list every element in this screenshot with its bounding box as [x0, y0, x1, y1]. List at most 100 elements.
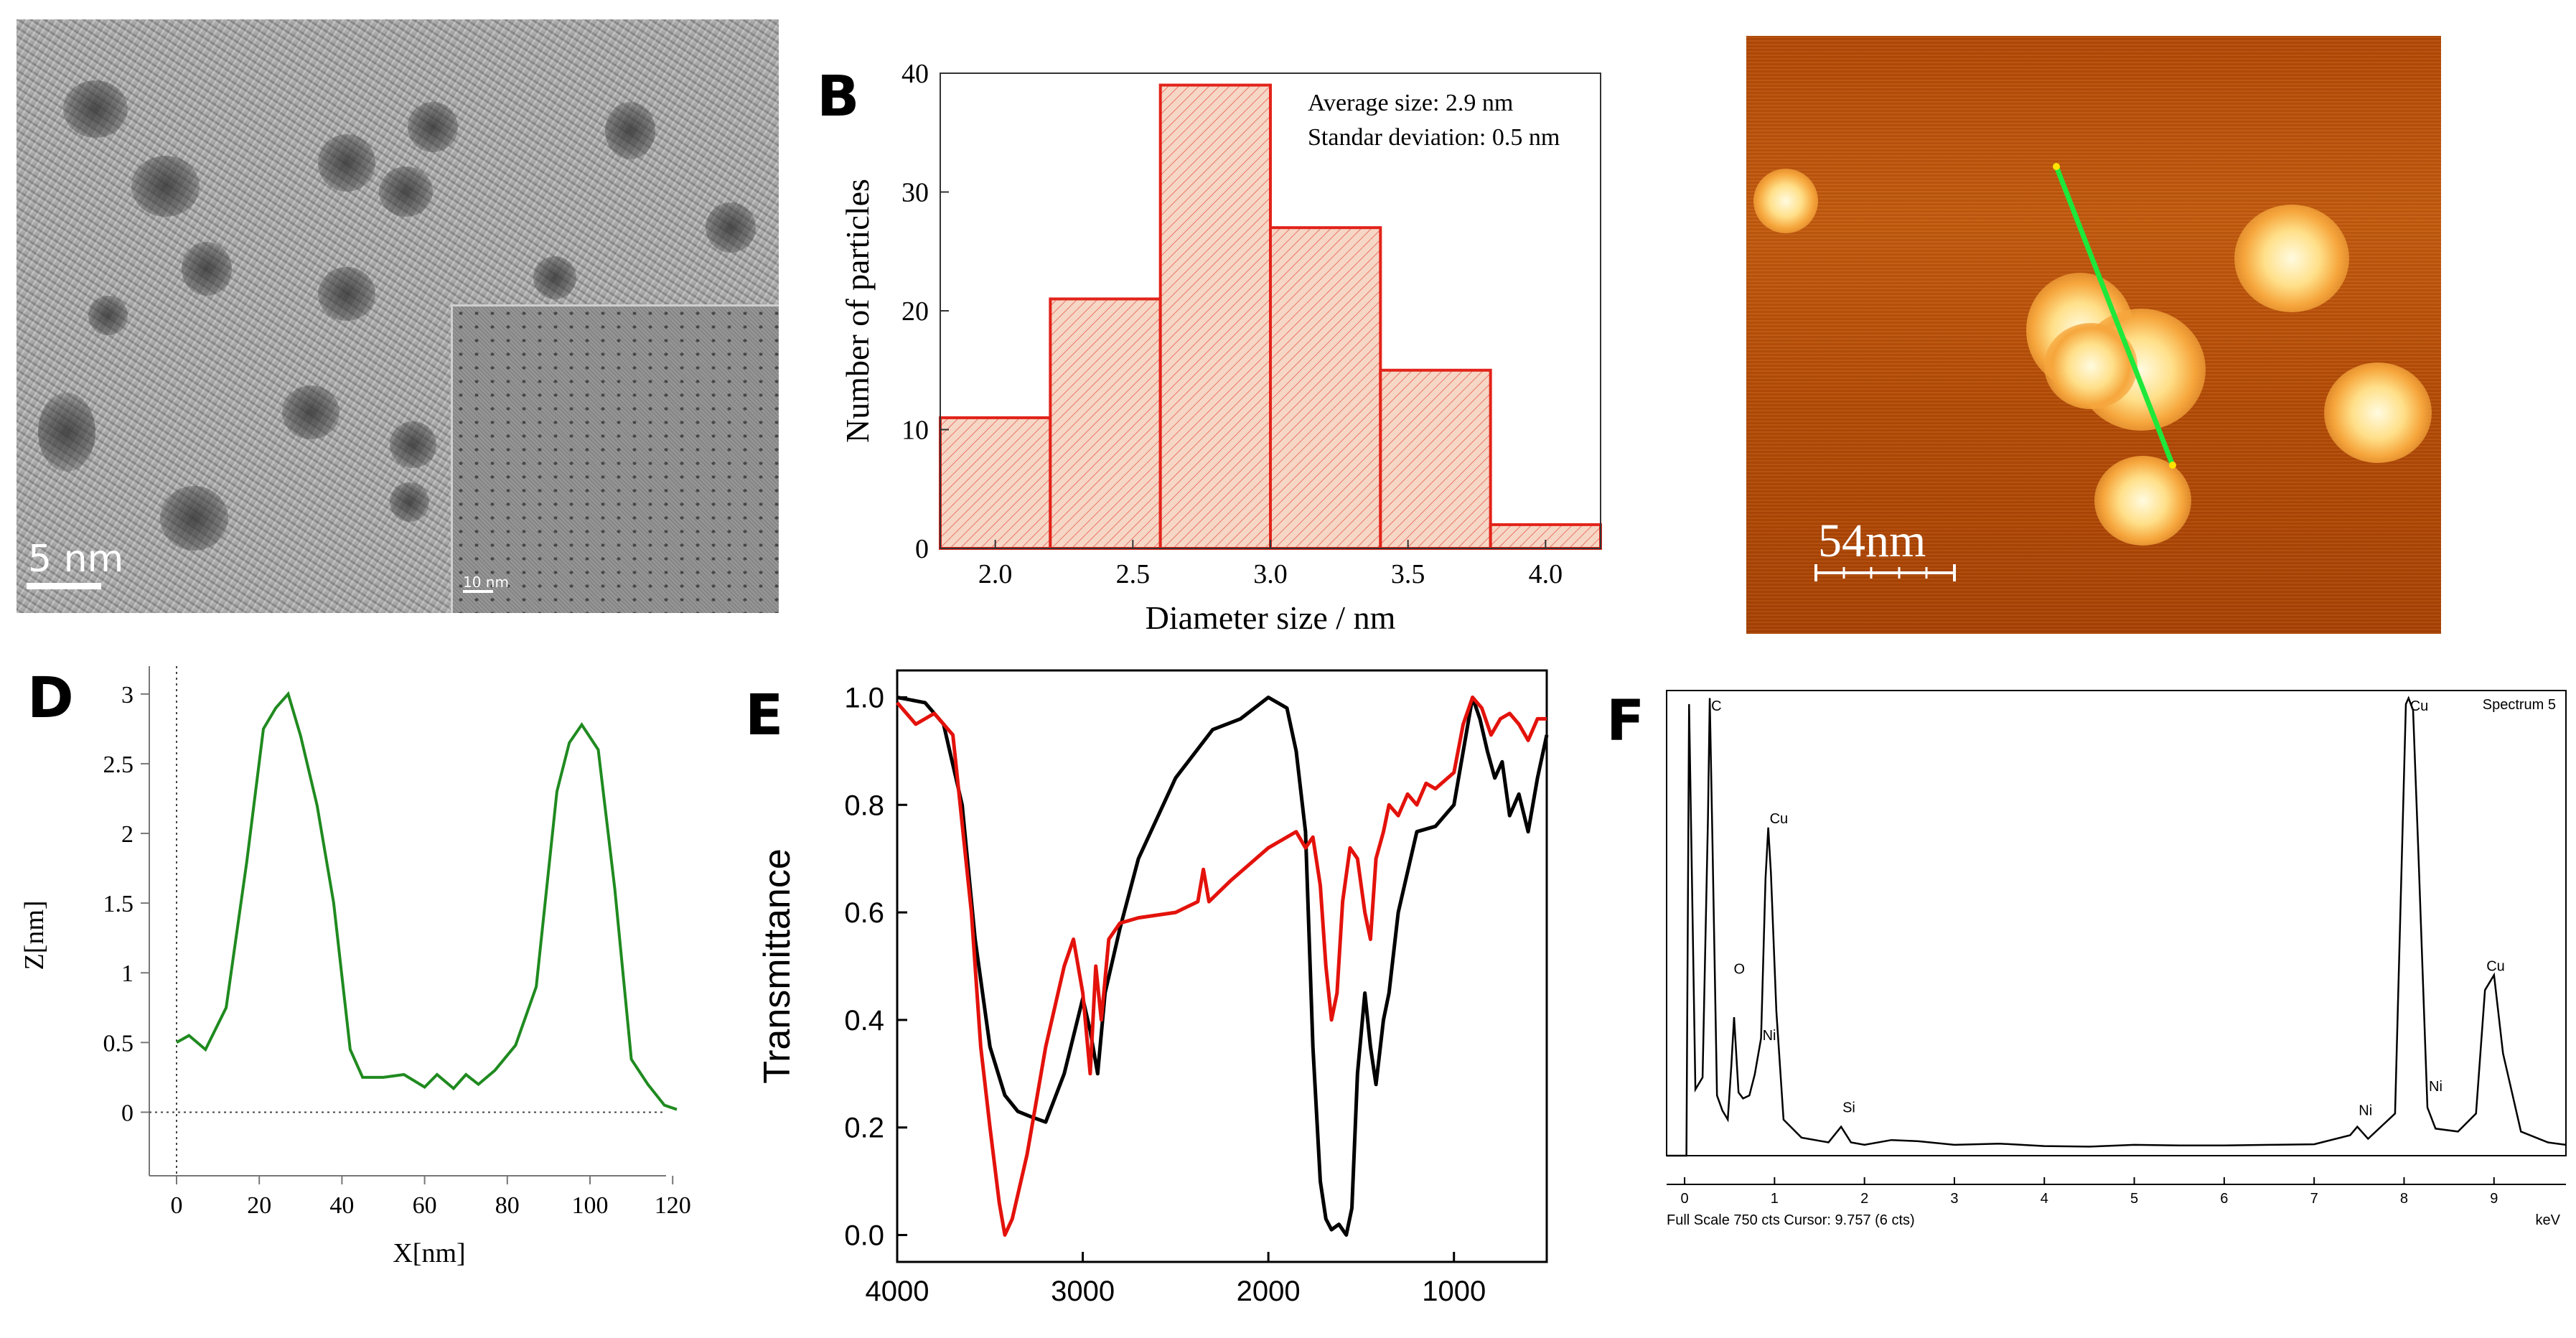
peak-label: Cu — [2410, 698, 2429, 714]
histogram-bar — [1269, 226, 1382, 550]
x-tick-label: 120 — [655, 1192, 691, 1219]
peak-label: Cu — [2486, 958, 2505, 974]
x-tick-label: 7 — [2310, 1191, 2318, 1207]
x-tick-label: 3 — [1950, 1191, 1958, 1207]
x-tick-label: 4000 — [866, 1276, 929, 1307]
tem-inset: 10 nm — [451, 304, 779, 613]
profile-line — [176, 691, 678, 1111]
nanoparticle — [706, 202, 756, 253]
afm-image: 54nm — [1746, 36, 2441, 634]
inset-scale-bar — [463, 590, 493, 593]
y-tick-label: 40 — [901, 59, 929, 89]
x-axis-unit: keV — [2536, 1212, 2561, 1228]
x-tick-label: 4.0 — [1529, 559, 1563, 589]
x-tick-label: 0 — [171, 1192, 183, 1219]
afm-particle — [2234, 205, 2349, 312]
nanoparticle — [282, 385, 339, 439]
histogram-chart: 2.0 2.5 3.0 3.5 4.0 0 10 20 30 40 Diameter size / … — [839, 59, 1603, 636]
y-tick-label: 1.5 — [103, 891, 134, 917]
x-tick-label: 9 — [2490, 1191, 2498, 1207]
y-tick-label: 1 — [121, 960, 134, 987]
y-tick-label: 0.2 — [844, 1113, 884, 1144]
nanoparticle — [131, 156, 200, 217]
y-tick-label: 0.0 — [844, 1220, 884, 1252]
afm-particle — [2094, 456, 2191, 546]
annotation-average: Average size: 2.9 nm — [1308, 90, 1513, 116]
annotation-stddev: Standar deviation: 0.5 nm — [1308, 124, 1560, 151]
x-tick-label: 3000 — [1051, 1276, 1115, 1307]
spectrum-title: Spectrum 5 — [2483, 697, 2556, 713]
peak-label: C — [1711, 698, 1721, 714]
plot-frame — [1666, 690, 2567, 1156]
x-tick-label: 1 — [1771, 1191, 1779, 1207]
nanoparticle — [88, 296, 128, 335]
spectrum-line-red — [896, 696, 1547, 1237]
scale-bar — [27, 583, 101, 589]
panel-label-e: E — [745, 683, 784, 748]
histogram-bar — [1379, 368, 1492, 550]
profile-end-marker — [2169, 462, 2176, 469]
afm-overlay: 54nm — [1814, 163, 2176, 581]
y-axis-label: Z[nm] — [19, 900, 50, 970]
inset-scale-label: 10 nm — [463, 574, 509, 591]
profile-start-marker — [2053, 163, 2060, 170]
y-tick-label: 20 — [901, 296, 929, 327]
nanoparticle — [390, 421, 436, 468]
nanoparticle — [318, 134, 375, 192]
y-tick-label: 2.5 — [103, 752, 134, 778]
histogram-bar — [1049, 297, 1162, 550]
nanoparticle — [390, 482, 429, 522]
spectrum-line — [1667, 696, 2567, 1157]
nanoparticle — [318, 267, 375, 321]
peak-label: O — [1733, 962, 1745, 978]
afm-particle — [1753, 169, 1818, 233]
y-tick-label: 2 — [121, 821, 134, 848]
x-axis-label: X[nm] — [393, 1238, 465, 1268]
x-tick-label: 5 — [2130, 1191, 2138, 1207]
y-axis-label: Number of particles — [839, 179, 876, 443]
histogram-bar — [1158, 83, 1272, 551]
y-tick-label: 1.0 — [844, 682, 884, 714]
x-tick-label: 2.0 — [978, 559, 1013, 589]
y-tick-label: 3 — [121, 682, 134, 708]
y-tick-label: 0 — [915, 534, 929, 564]
x-tick-label: 20 — [247, 1192, 271, 1219]
nanoparticle — [408, 102, 458, 152]
ftir-chart: 4000 3000 2000 1000 0.0 0.2 0.4 0.6 0.8 1.0 λ (cm⁻… — [757, 669, 1549, 1328]
profile-line — [2053, 165, 2175, 467]
y-tick-label: 0.6 — [844, 897, 884, 929]
nanoparticle — [533, 256, 576, 299]
edx-spectrum-chart: 0 1 2 3 4 5 6 7 8 9 C Cu O Ni Si Ni Cu Ni Cu Spectrum 5 Full… — [1666, 690, 2567, 1228]
nanoparticle — [182, 242, 232, 296]
x-tick-label: 3.5 — [1391, 559, 1425, 589]
x-tick-label: 2000 — [1237, 1276, 1301, 1307]
x-tick-label: 2 — [1860, 1191, 1868, 1207]
y-tick-label: 0.8 — [844, 790, 884, 821]
nanoparticle — [605, 102, 655, 159]
x-tick-label: 2.5 — [1116, 559, 1151, 589]
x-tick-label: 100 — [572, 1192, 609, 1219]
x-tick-label: 80 — [495, 1192, 520, 1219]
panel-label-b: B — [817, 65, 860, 129]
peak-label: Ni — [1763, 1028, 1776, 1044]
peak-label: Ni — [2359, 1103, 2372, 1119]
peak-label: Si — [1842, 1100, 1855, 1115]
x-tick-label: 60 — [413, 1192, 437, 1219]
nanoparticle — [38, 393, 95, 472]
height-profile-chart: 0 20 40 60 80 100 120 0 0.5 1 1.5 2 2.5 3 X[nm] Z[nm] — [19, 666, 691, 1268]
x-tick-label: 1000 — [1422, 1276, 1486, 1307]
x-tick-label: 6 — [2220, 1191, 2228, 1207]
x-tick-label: 3.0 — [1253, 559, 1288, 589]
scale-label: 54nm — [1818, 515, 1926, 567]
y-tick-label: 10 — [901, 416, 929, 446]
y-tick-label: 0.4 — [844, 1005, 884, 1037]
nanoparticle — [379, 167, 433, 217]
afm-particle — [2324, 362, 2432, 463]
histogram-bar — [939, 416, 1052, 551]
y-tick-label: 0.5 — [103, 1030, 134, 1057]
scale-label: 5 nm — [28, 538, 124, 581]
panel-label-d: D — [27, 666, 74, 731]
y-tick-label: 0 — [121, 1100, 134, 1126]
x-axis-label: Diameter size / nm — [1146, 599, 1396, 636]
peak-label: Ni — [2429, 1079, 2442, 1095]
